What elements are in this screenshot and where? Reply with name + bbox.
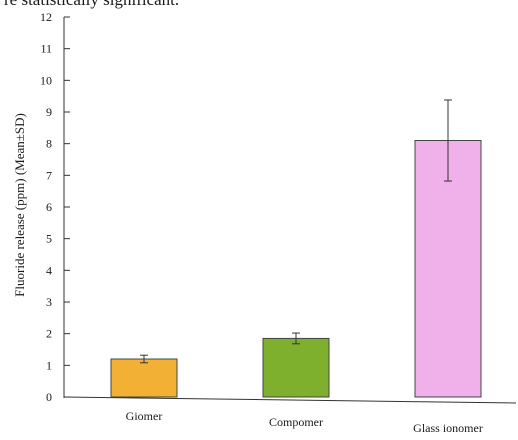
y-axis-title: Fluoride release (ppm) (Mean±SD) bbox=[12, 113, 27, 297]
category-label: Compomer bbox=[269, 415, 323, 429]
y-tick-label: 6 bbox=[46, 200, 52, 214]
x-axis-line bbox=[63, 396, 517, 404]
y-tick-label: 7 bbox=[46, 168, 52, 182]
category-labels: Giomer Compomer Glass ionomer bbox=[126, 409, 483, 435]
category-label: Glass ionomer bbox=[413, 421, 483, 435]
caption-fragment: re statistically significant. bbox=[4, 0, 179, 10]
y-tick-label: 5 bbox=[46, 232, 52, 246]
bar bbox=[262, 337, 330, 398]
bars bbox=[110, 99, 482, 398]
category-label: Giomer bbox=[126, 409, 163, 423]
y-tick-label: 1 bbox=[46, 358, 52, 372]
y-tick-label: 10 bbox=[40, 73, 52, 87]
y-tick-label: 9 bbox=[46, 105, 52, 119]
y-tick-label: 3 bbox=[46, 295, 52, 309]
y-tick-label: 2 bbox=[46, 327, 52, 341]
y-tick-label: 4 bbox=[46, 263, 52, 277]
bar bbox=[110, 358, 178, 398]
y-tick-label: 8 bbox=[46, 137, 52, 151]
y-tick-label: 12 bbox=[40, 10, 52, 24]
y-tick-label: 11 bbox=[40, 42, 52, 56]
bar bbox=[414, 140, 482, 398]
y-tick-label: 0 bbox=[46, 390, 52, 404]
